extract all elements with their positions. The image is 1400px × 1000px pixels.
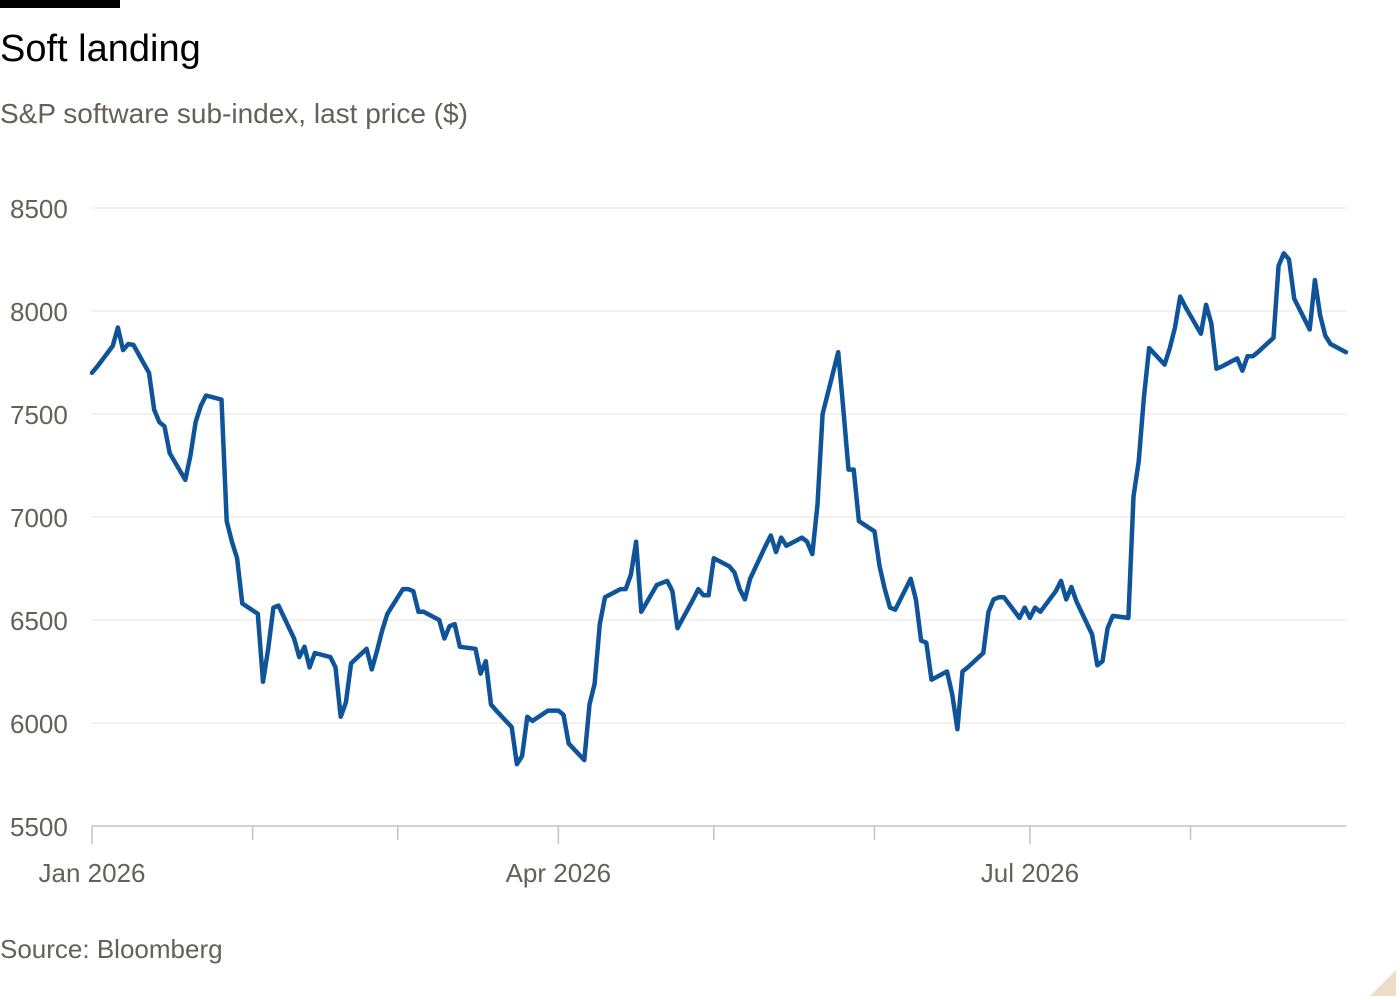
series-line — [89, 251, 1349, 767]
y-tick-label: 6000 — [10, 709, 68, 739]
series-layer — [89, 251, 1349, 767]
y-tick-label: 7500 — [10, 400, 68, 430]
x-tick-label: Apr 2026 — [506, 858, 612, 888]
x-axis: Jan 2026 Apr 2026 Jul 2026 — [39, 825, 1346, 888]
y-tick-label: 6500 — [10, 606, 68, 636]
x-tick-label: Jan 2026 — [39, 858, 146, 888]
y-tick-label: 7000 — [10, 503, 68, 533]
gridlines — [92, 207, 1346, 724]
y-tick-label: 5500 — [10, 812, 68, 842]
y-axis-labels: 5500 6000 6500 7000 7500 8000 8500 — [10, 194, 68, 842]
chart-title: Soft landing — [0, 28, 201, 70]
x-tick-label: Jul 2026 — [981, 858, 1079, 888]
source-note: Source: Bloomberg — [0, 934, 223, 964]
brand-bar — [0, 0, 120, 8]
corner-mark — [1370, 970, 1396, 996]
y-tick-label: 8500 — [10, 194, 68, 224]
chart-subtitle: S&P software sub-index, last price ($) — [0, 98, 468, 129]
y-tick-label: 8000 — [10, 297, 68, 327]
